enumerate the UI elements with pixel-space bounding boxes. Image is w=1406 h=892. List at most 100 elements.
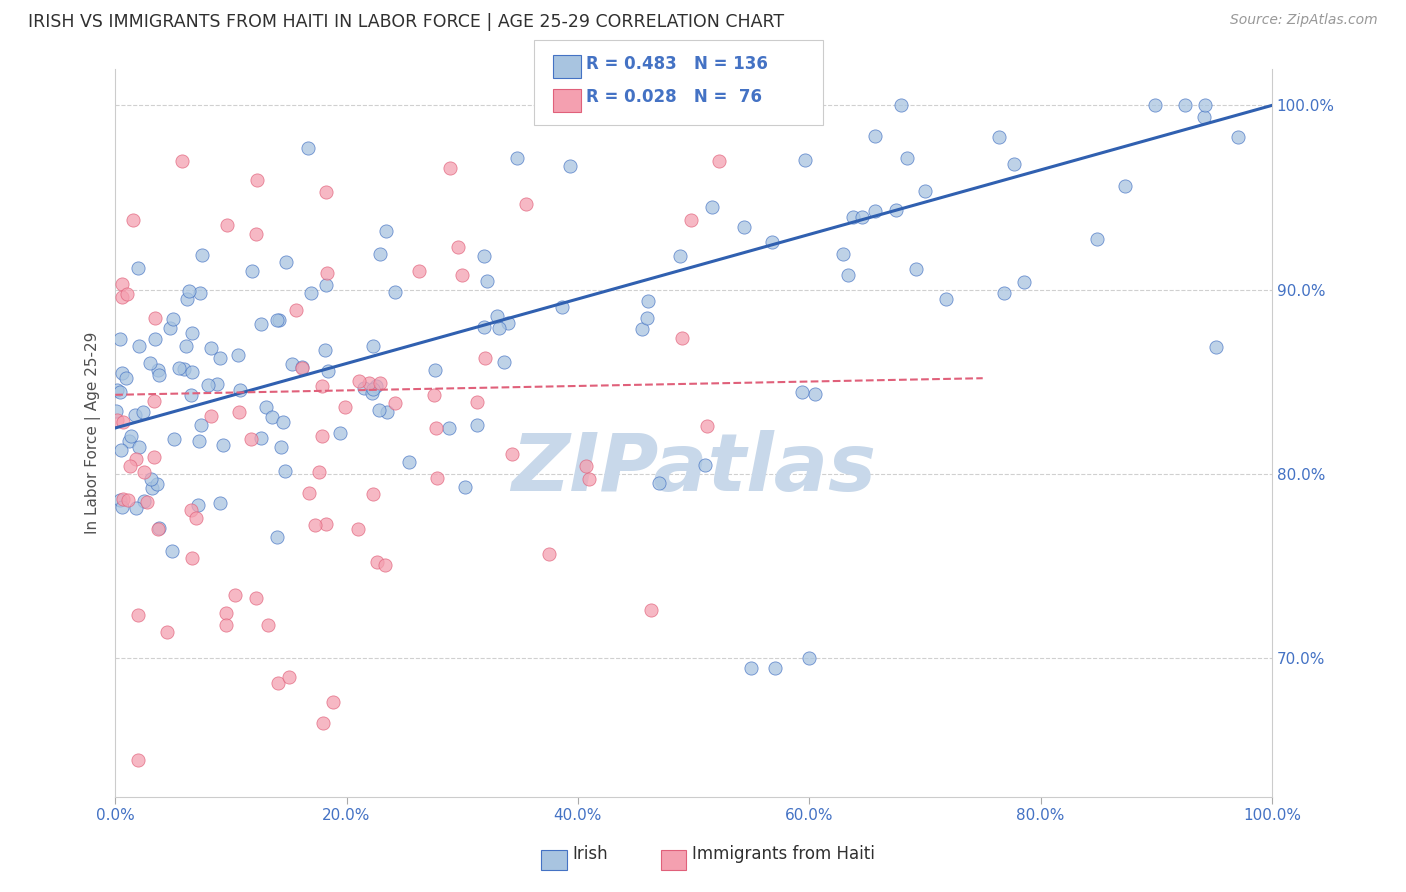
Point (474, 351, 496, 365)
Point (111, 290, 134, 304)
Point (361, 385, 384, 400)
Point (142, 450, 165, 464)
Point (308, 465, 330, 479)
Point (648, 476, 671, 491)
Point (215, 606, 238, 620)
Point (450, 268, 472, 282)
Point (273, 464, 295, 478)
Point (733, 220, 755, 235)
Point (640, 603, 662, 617)
Point (124, 409, 146, 423)
Point (108, 384, 131, 399)
Point (496, 316, 519, 330)
Point (884, 203, 907, 218)
Point (200, 341, 222, 355)
Point (266, 530, 288, 544)
Point (315, 186, 337, 200)
Point (988, 130, 1011, 145)
Point (304, 518, 326, 533)
Point (141, 481, 163, 495)
Point (250, 431, 273, 445)
Point (740, 660, 762, 674)
Point (271, 415, 294, 429)
Point (1085, 232, 1108, 246)
Point (217, 218, 239, 232)
Text: R = 0.028   N =  76: R = 0.028 N = 76 (586, 88, 762, 106)
Point (353, 380, 375, 394)
Point (695, 458, 717, 472)
Point (472, 249, 495, 263)
Point (935, 292, 957, 306)
Point (361, 487, 384, 501)
Point (1002, 157, 1025, 171)
Point (115, 371, 138, 385)
Point (707, 153, 730, 168)
Point (299, 285, 322, 300)
Point (454, 480, 477, 494)
Point (239, 432, 262, 446)
Text: Immigrants from Haiti: Immigrants from Haiti (692, 845, 875, 863)
Point (335, 401, 357, 415)
Point (125, 501, 148, 516)
Point (322, 695, 344, 709)
Point (181, 551, 204, 566)
Point (246, 172, 269, 186)
Point (501, 447, 523, 461)
Point (298, 486, 321, 500)
Point (127, 608, 149, 623)
Point (384, 396, 406, 410)
Point (359, 376, 381, 390)
Point (245, 591, 267, 606)
Point (486, 310, 509, 324)
Point (804, 387, 827, 401)
Point (120, 429, 142, 443)
Point (578, 472, 600, 486)
Point (374, 224, 396, 238)
Point (425, 420, 447, 434)
Point (799, 651, 821, 665)
Point (1114, 178, 1136, 193)
Point (837, 268, 859, 282)
Point (226, 348, 249, 362)
Point (200, 409, 222, 423)
Point (122, 213, 145, 227)
Point (132, 494, 155, 508)
Point (112, 415, 135, 429)
Point (315, 516, 337, 531)
Point (267, 313, 290, 327)
Point (668, 249, 690, 263)
Point (1192, 111, 1215, 125)
Text: Irish: Irish (572, 845, 607, 863)
Point (128, 339, 150, 353)
Point (132, 405, 155, 419)
Point (993, 286, 1015, 301)
Point (110, 277, 132, 292)
Point (761, 235, 783, 249)
Point (181, 326, 204, 341)
Point (366, 555, 388, 569)
Point (266, 676, 288, 690)
Point (127, 260, 149, 275)
Point (188, 434, 211, 448)
Point (215, 618, 238, 632)
Point (257, 617, 280, 632)
Point (212, 438, 235, 452)
Point (141, 471, 163, 485)
Point (679, 212, 702, 227)
Point (156, 625, 179, 640)
Point (314, 343, 336, 357)
Point (832, 247, 855, 261)
Point (180, 503, 202, 517)
Point (228, 383, 250, 397)
Point (447, 240, 470, 254)
Point (297, 141, 319, 155)
Point (361, 383, 384, 397)
Point (494, 354, 516, 368)
Point (128, 440, 150, 454)
Point (254, 400, 277, 414)
Point (890, 98, 912, 112)
Point (167, 361, 190, 376)
Text: R = 0.483   N = 136: R = 0.483 N = 136 (586, 55, 768, 73)
Point (488, 320, 510, 334)
Point (162, 311, 184, 326)
